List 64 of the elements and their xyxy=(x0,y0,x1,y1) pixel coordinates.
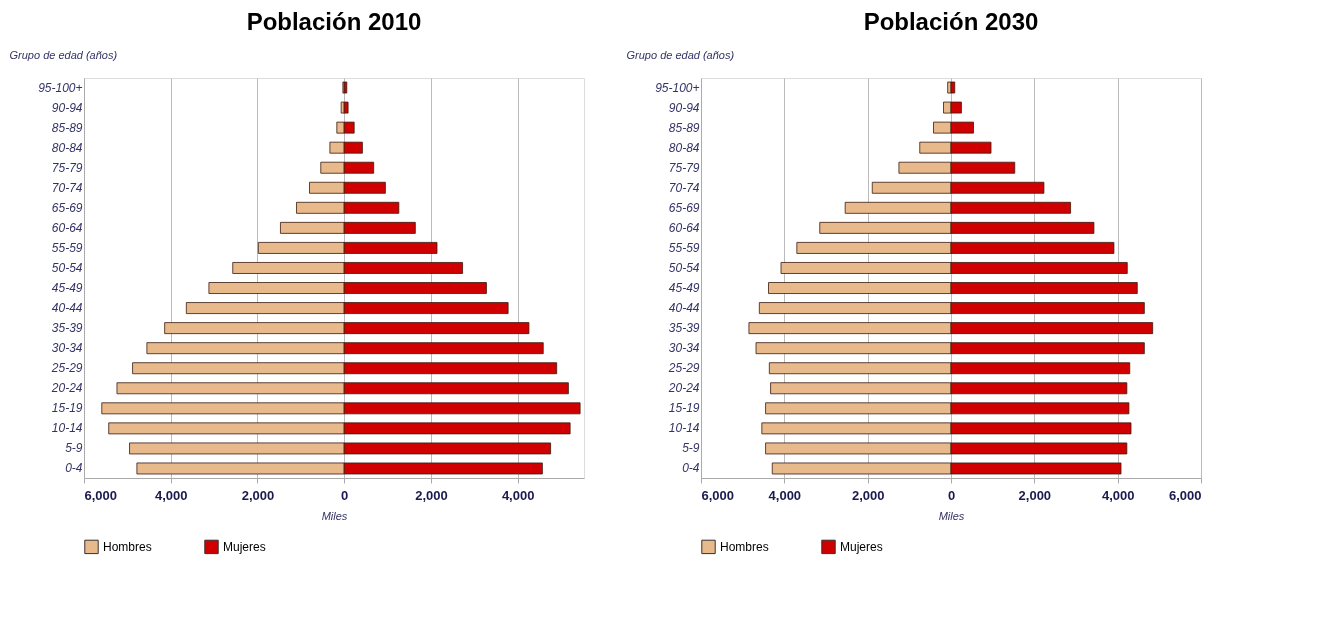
y-tick-label: 5-9 xyxy=(65,441,83,456)
y-tick-label: 45-49 xyxy=(668,281,700,296)
legend-label: Hombres xyxy=(720,539,769,554)
y-axis-title: Grupo de edad (años) xyxy=(626,48,735,61)
x-axis-title: Miles xyxy=(938,509,965,522)
y-tick-label: 0-4 xyxy=(65,461,83,476)
y-tick-label: 75-79 xyxy=(668,160,700,175)
y-tick-label: 50-54 xyxy=(668,260,700,275)
y-tick-label: 65-69 xyxy=(668,200,700,215)
y-tick-label: 90-94 xyxy=(668,100,700,115)
y-tick-label: 50-54 xyxy=(51,260,83,275)
y-tick-label: 70-74 xyxy=(51,180,83,195)
x-tick-label: 6,000 xyxy=(84,487,118,503)
bar xyxy=(343,101,349,114)
x-axis-title: Miles xyxy=(321,509,348,522)
y-tick-label: 45-49 xyxy=(51,281,83,296)
chart-title: Población 2030 xyxy=(863,8,1039,35)
y-tick-label: 60-64 xyxy=(51,220,83,235)
chart-title: Población 2010 xyxy=(246,8,422,35)
y-tick-label: 20-24 xyxy=(667,381,700,396)
y-tick-label: 95-100+ xyxy=(38,80,83,95)
y-tick-label: 15-19 xyxy=(51,401,83,416)
y-tick-label: 55-59 xyxy=(51,240,83,255)
x-tick-label: 0 xyxy=(341,487,349,503)
legend-label: Mujeres xyxy=(223,539,266,554)
x-tick-label: 4,000 xyxy=(501,487,535,503)
y-tick-label: 60-64 xyxy=(668,220,700,235)
y-tick-label: 80-84 xyxy=(51,140,83,155)
y-tick-label: 30-34 xyxy=(668,341,700,356)
legend-label: Hombres xyxy=(103,539,152,554)
y-tick-label: 85-89 xyxy=(51,120,83,135)
x-tick-label: 6,000 xyxy=(1168,487,1202,503)
y-tick-label: 90-94 xyxy=(51,100,83,115)
x-tick-label: 2,000 xyxy=(851,487,885,503)
y-tick-label: 20-24 xyxy=(50,381,83,396)
y-tick-label: 65-69 xyxy=(51,200,83,215)
y-tick-label: 80-84 xyxy=(668,140,700,155)
x-tick-label: 4,000 xyxy=(768,487,802,503)
y-tick-label: 5-9 xyxy=(682,441,700,456)
x-tick-label: 4,000 xyxy=(154,487,188,503)
x-tick-label: 6,000 xyxy=(701,487,735,503)
y-tick-label: 25-29 xyxy=(50,361,83,376)
y-tick-label: 35-39 xyxy=(51,321,83,336)
y-tick-label: 75-79 xyxy=(51,160,83,175)
x-tick-label: 0 xyxy=(947,487,956,503)
y-tick-label: 40-44 xyxy=(51,301,83,316)
y-tick-label: 85-89 xyxy=(668,120,700,135)
y-tick-label: 40-44 xyxy=(668,301,700,316)
y-tick-label: 30-34 xyxy=(51,341,83,356)
x-tick-label: 2,000 xyxy=(241,487,275,503)
x-tick-label: 2,000 xyxy=(415,487,448,503)
y-tick-label: 10-14 xyxy=(668,421,700,436)
y-tick-label: 0-4 xyxy=(682,461,700,476)
y-tick-label: 25-29 xyxy=(667,361,700,376)
x-tick-label: 2,000 xyxy=(1018,487,1052,503)
y-tick-label: 15-19 xyxy=(668,401,700,416)
y-tick-label: 10-14 xyxy=(51,421,83,436)
y-tick-label: 35-39 xyxy=(668,321,700,336)
y-axis-title: Grupo de edad (años) xyxy=(9,48,118,61)
y-tick-label: 70-74 xyxy=(668,180,700,195)
legend-label: Mujeres xyxy=(840,539,883,554)
y-tick-label: 95-100+ xyxy=(655,80,700,95)
y-tick-label: 55-59 xyxy=(668,240,700,255)
x-tick-label: 4,000 xyxy=(1101,487,1135,503)
